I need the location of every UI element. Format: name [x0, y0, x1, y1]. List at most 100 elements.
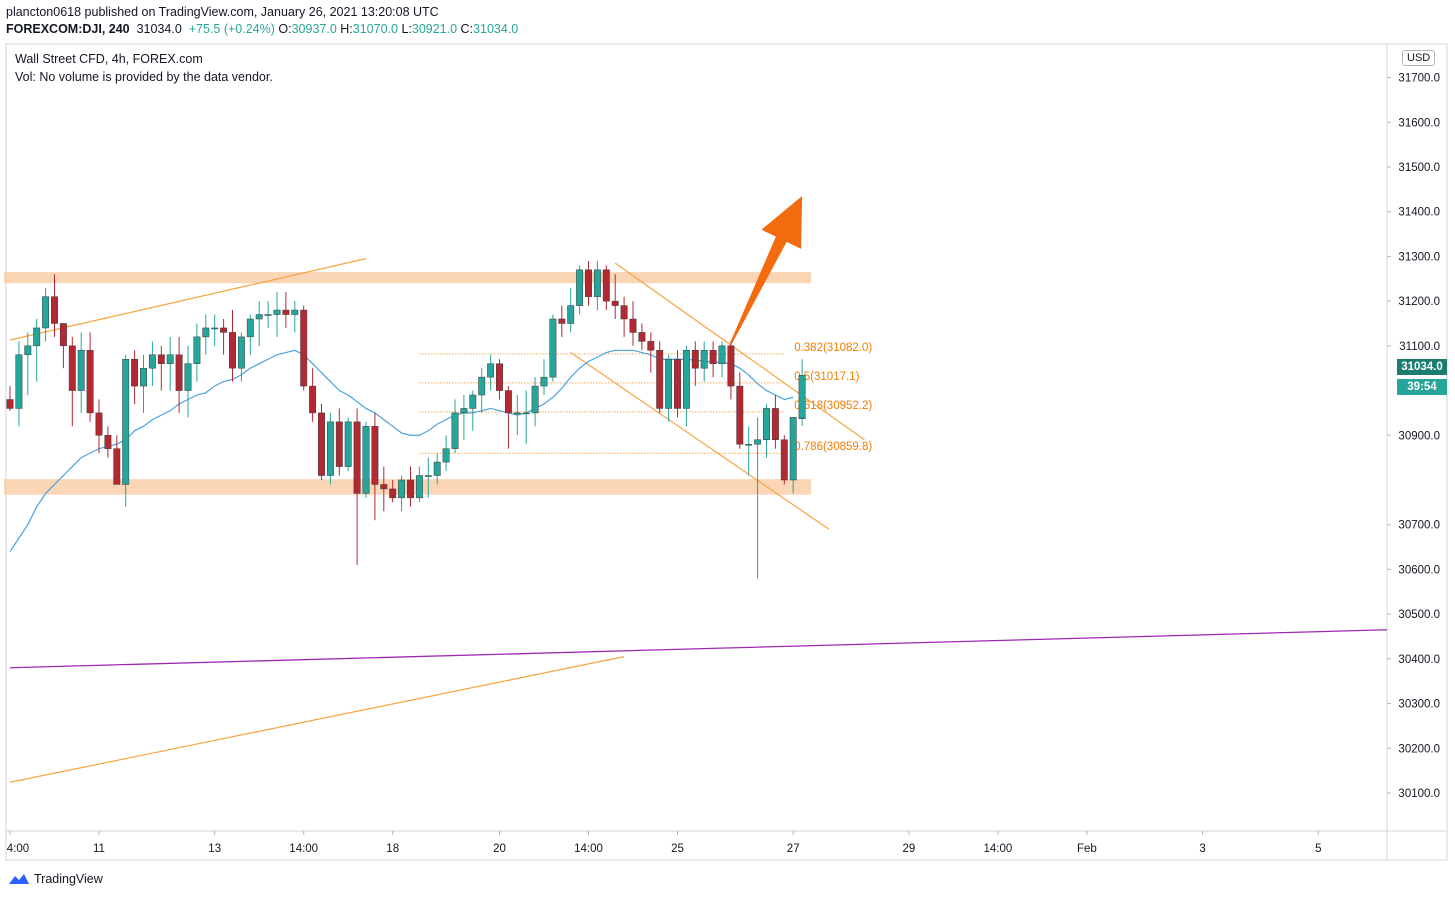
- candle: [42, 287, 50, 342]
- candle: [602, 265, 610, 311]
- y-tick-label: 31600.0: [1398, 117, 1440, 129]
- candle: [638, 323, 646, 351]
- candle: [318, 403, 325, 480]
- high-value: 31070.0: [352, 22, 398, 36]
- channel-top[interactable]: [614, 262, 865, 441]
- y-tick-label: 30100.0: [1398, 788, 1440, 800]
- candle: [763, 403, 770, 458]
- candle: [754, 417, 762, 579]
- candle: [576, 265, 584, 315]
- candle-body: [193, 336, 201, 364]
- candle-countdown-label: 39:54: [1397, 379, 1447, 395]
- candle: [442, 435, 450, 472]
- candle: [718, 341, 726, 378]
- high-key: H:: [340, 22, 353, 36]
- candle: [166, 336, 174, 391]
- y-tick-label: 30300.0: [1398, 699, 1440, 711]
- candle: [549, 314, 557, 382]
- y-tick-label: 31700.0: [1398, 73, 1440, 85]
- candle-body: [113, 448, 121, 485]
- y-tick-label: 30900.0: [1398, 430, 1440, 442]
- candle: [487, 354, 495, 391]
- candle-body: [638, 332, 646, 342]
- candle-body: [602, 269, 610, 302]
- candle-body: [148, 354, 156, 369]
- candle-body: [656, 350, 664, 409]
- candle-body: [264, 314, 272, 316]
- x-tick-label: 27: [787, 843, 800, 855]
- candle-body: [478, 376, 486, 396]
- candle: [148, 341, 156, 387]
- candle-body: [504, 390, 512, 414]
- candle: [665, 354, 673, 422]
- y-tick-label: 31300.0: [1398, 251, 1440, 263]
- fib-level-label: 0.618(30952.2): [794, 400, 872, 412]
- candle-body: [513, 412, 521, 415]
- candle-body: [531, 385, 539, 414]
- candle-body: [558, 318, 566, 324]
- candle: [24, 332, 32, 396]
- x-tick-label: 20: [493, 843, 506, 855]
- candle: [273, 292, 281, 337]
- candle-body: [255, 314, 263, 320]
- candle: [700, 341, 708, 382]
- candle-body: [318, 412, 325, 476]
- footer-brand[interactable]: TradingView: [8, 872, 103, 886]
- candle: [246, 314, 254, 355]
- x-tick-label: 25: [671, 843, 684, 855]
- y-tick-label: 30500.0: [1398, 609, 1440, 621]
- candle: [380, 466, 388, 512]
- candle-body: [157, 354, 165, 364]
- candle: [51, 274, 58, 337]
- candle-body: [540, 376, 548, 387]
- support-line[interactable]: [9, 629, 1388, 669]
- candle: [504, 386, 512, 449]
- candle: [789, 417, 797, 494]
- candle: [771, 395, 779, 449]
- candle-body: [780, 439, 788, 481]
- currency-badge[interactable]: USD: [1402, 50, 1436, 66]
- sr-zone-0[interactable]: [4, 272, 811, 284]
- last-price: 31034.0: [136, 22, 182, 36]
- candle: [237, 332, 245, 382]
- candle: [407, 466, 414, 507]
- upper-trend[interactable]: [9, 258, 367, 341]
- candle: [175, 336, 183, 413]
- candle-body: [220, 327, 228, 333]
- candle: [451, 399, 459, 454]
- candle: [157, 345, 165, 391]
- candle-body: [229, 332, 236, 369]
- candle-body: [442, 448, 450, 463]
- channel-bottom[interactable]: [570, 352, 830, 530]
- candle-body: [131, 358, 139, 387]
- candle-body: [282, 309, 290, 315]
- candle-body: [335, 421, 343, 467]
- candle-body: [718, 345, 726, 364]
- close-value: 31034.0: [473, 22, 519, 36]
- candle: [745, 426, 753, 476]
- candle: [184, 345, 192, 418]
- footer-brand-label: TradingView: [34, 872, 103, 886]
- candle-body: [674, 358, 681, 409]
- candle-body: [700, 350, 708, 369]
- candle: [736, 372, 744, 449]
- candle: [131, 350, 139, 404]
- candle-body: [104, 435, 112, 449]
- candle-body: [433, 461, 441, 476]
- candle-body: [665, 358, 673, 409]
- candle: [15, 341, 23, 427]
- candle-body: [620, 305, 628, 320]
- x-tick-label: 14:00: [984, 843, 1013, 855]
- y-tick-label: 31500.0: [1398, 162, 1440, 174]
- publish-info: plancton0618 published on TradingView.co…: [6, 5, 439, 19]
- candle-body: [380, 484, 388, 490]
- lower-trend[interactable]: [9, 656, 625, 783]
- candle: [282, 292, 290, 328]
- candle-body: [593, 269, 601, 297]
- candle-body: [611, 300, 619, 306]
- candle-body: [424, 475, 432, 477]
- candle-body: [166, 354, 174, 364]
- candle-body: [15, 354, 23, 409]
- bullish-arrow[interactable]: [729, 196, 803, 345]
